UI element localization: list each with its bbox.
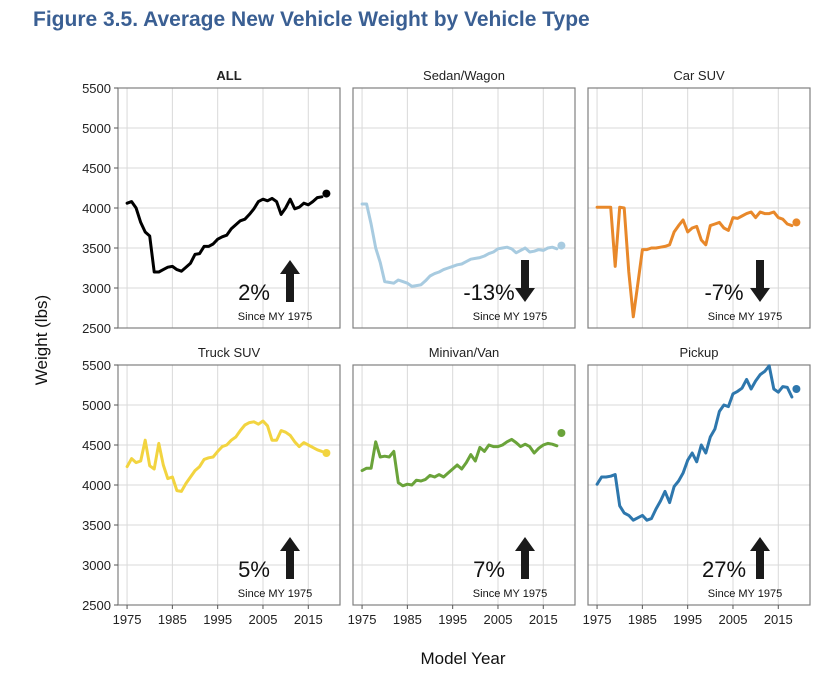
- arrow-up-icon: [280, 260, 300, 302]
- x-tick-label: 1975: [113, 612, 142, 627]
- series-point: [557, 241, 566, 250]
- y-tick-label: 4500: [82, 161, 111, 176]
- x-tick-label: 2015: [764, 612, 793, 627]
- x-axis-label: Model Year: [420, 649, 505, 668]
- y-tick-label: 2500: [82, 321, 111, 336]
- panel-title: Pickup: [679, 345, 718, 360]
- x-tick-label: 1985: [158, 612, 187, 627]
- panel-title: Truck SUV: [198, 345, 261, 360]
- y-axis-label: Weight (lbs): [32, 295, 51, 385]
- panel-title: Car SUV: [673, 68, 725, 83]
- panel-frame: [352, 364, 576, 606]
- series-line: [125, 195, 324, 274]
- since-label: Since MY 1975: [473, 311, 547, 323]
- since-label: Since MY 1975: [708, 588, 782, 600]
- arrow-up-icon: [515, 537, 535, 579]
- panel-frame: [587, 364, 811, 606]
- y-tick-label: 5000: [82, 121, 111, 136]
- arrow-down-icon: [515, 260, 535, 302]
- change-percent: 27%: [702, 557, 746, 582]
- panel-frame: [587, 87, 811, 329]
- panel-title: Sedan/Wagon: [423, 68, 505, 83]
- panel-frame: [352, 87, 576, 329]
- y-tick-label: 3500: [82, 518, 111, 533]
- series-point: [322, 189, 331, 198]
- arrow-up-icon: [750, 537, 770, 579]
- x-tick-label: 2015: [294, 612, 323, 627]
- panel-title: Minivan/Van: [429, 345, 500, 360]
- figure-title: Figure 3.5. Average New Vehicle Weight b…: [33, 8, 590, 31]
- x-tick-label: 2005: [484, 612, 513, 627]
- change-percent: -13%: [463, 280, 514, 305]
- change-percent: 2%: [238, 280, 270, 305]
- y-tick-label: 5000: [82, 398, 111, 413]
- series-line: [595, 205, 794, 319]
- panel-title: ALL: [216, 68, 241, 83]
- series-point: [557, 429, 566, 437]
- arrow-up-icon: [280, 537, 300, 579]
- x-tick-label: 1985: [628, 612, 657, 627]
- y-tick-label: 4000: [82, 201, 111, 216]
- y-tick-label: 4500: [82, 438, 111, 453]
- y-tick-label: 3500: [82, 241, 111, 256]
- y-tick-label: 4000: [82, 478, 111, 493]
- series-line: [360, 437, 559, 488]
- since-label: Since MY 1975: [473, 588, 547, 600]
- y-tick-label: 5500: [82, 81, 111, 96]
- y-tick-label: 5500: [82, 358, 111, 373]
- x-tick-label: 1995: [438, 612, 467, 627]
- since-label: Since MY 1975: [238, 311, 312, 323]
- x-tick-label: 1995: [673, 612, 702, 627]
- change-percent: 5%: [238, 557, 270, 582]
- since-label: Since MY 1975: [708, 311, 782, 323]
- y-tick-label: 3000: [82, 281, 111, 296]
- series-line: [125, 419, 324, 493]
- series-line: [360, 202, 559, 288]
- change-percent: 7%: [473, 557, 505, 582]
- y-tick-label: 3000: [82, 558, 111, 573]
- arrow-down-icon: [750, 260, 770, 302]
- series-point: [322, 449, 331, 457]
- x-tick-label: 2005: [719, 612, 748, 627]
- x-tick-label: 1985: [393, 612, 422, 627]
- series-point: [792, 385, 801, 393]
- x-tick-label: 2015: [529, 612, 558, 627]
- change-percent: -7%: [704, 280, 743, 305]
- since-label: Since MY 1975: [238, 588, 312, 600]
- series-point: [792, 218, 801, 227]
- x-tick-label: 2005: [249, 612, 278, 627]
- x-tick-label: 1975: [348, 612, 377, 627]
- x-tick-label: 1975: [583, 612, 612, 627]
- x-tick-label: 1995: [203, 612, 232, 627]
- series-line: [595, 364, 794, 522]
- y-tick-label: 2500: [82, 598, 111, 613]
